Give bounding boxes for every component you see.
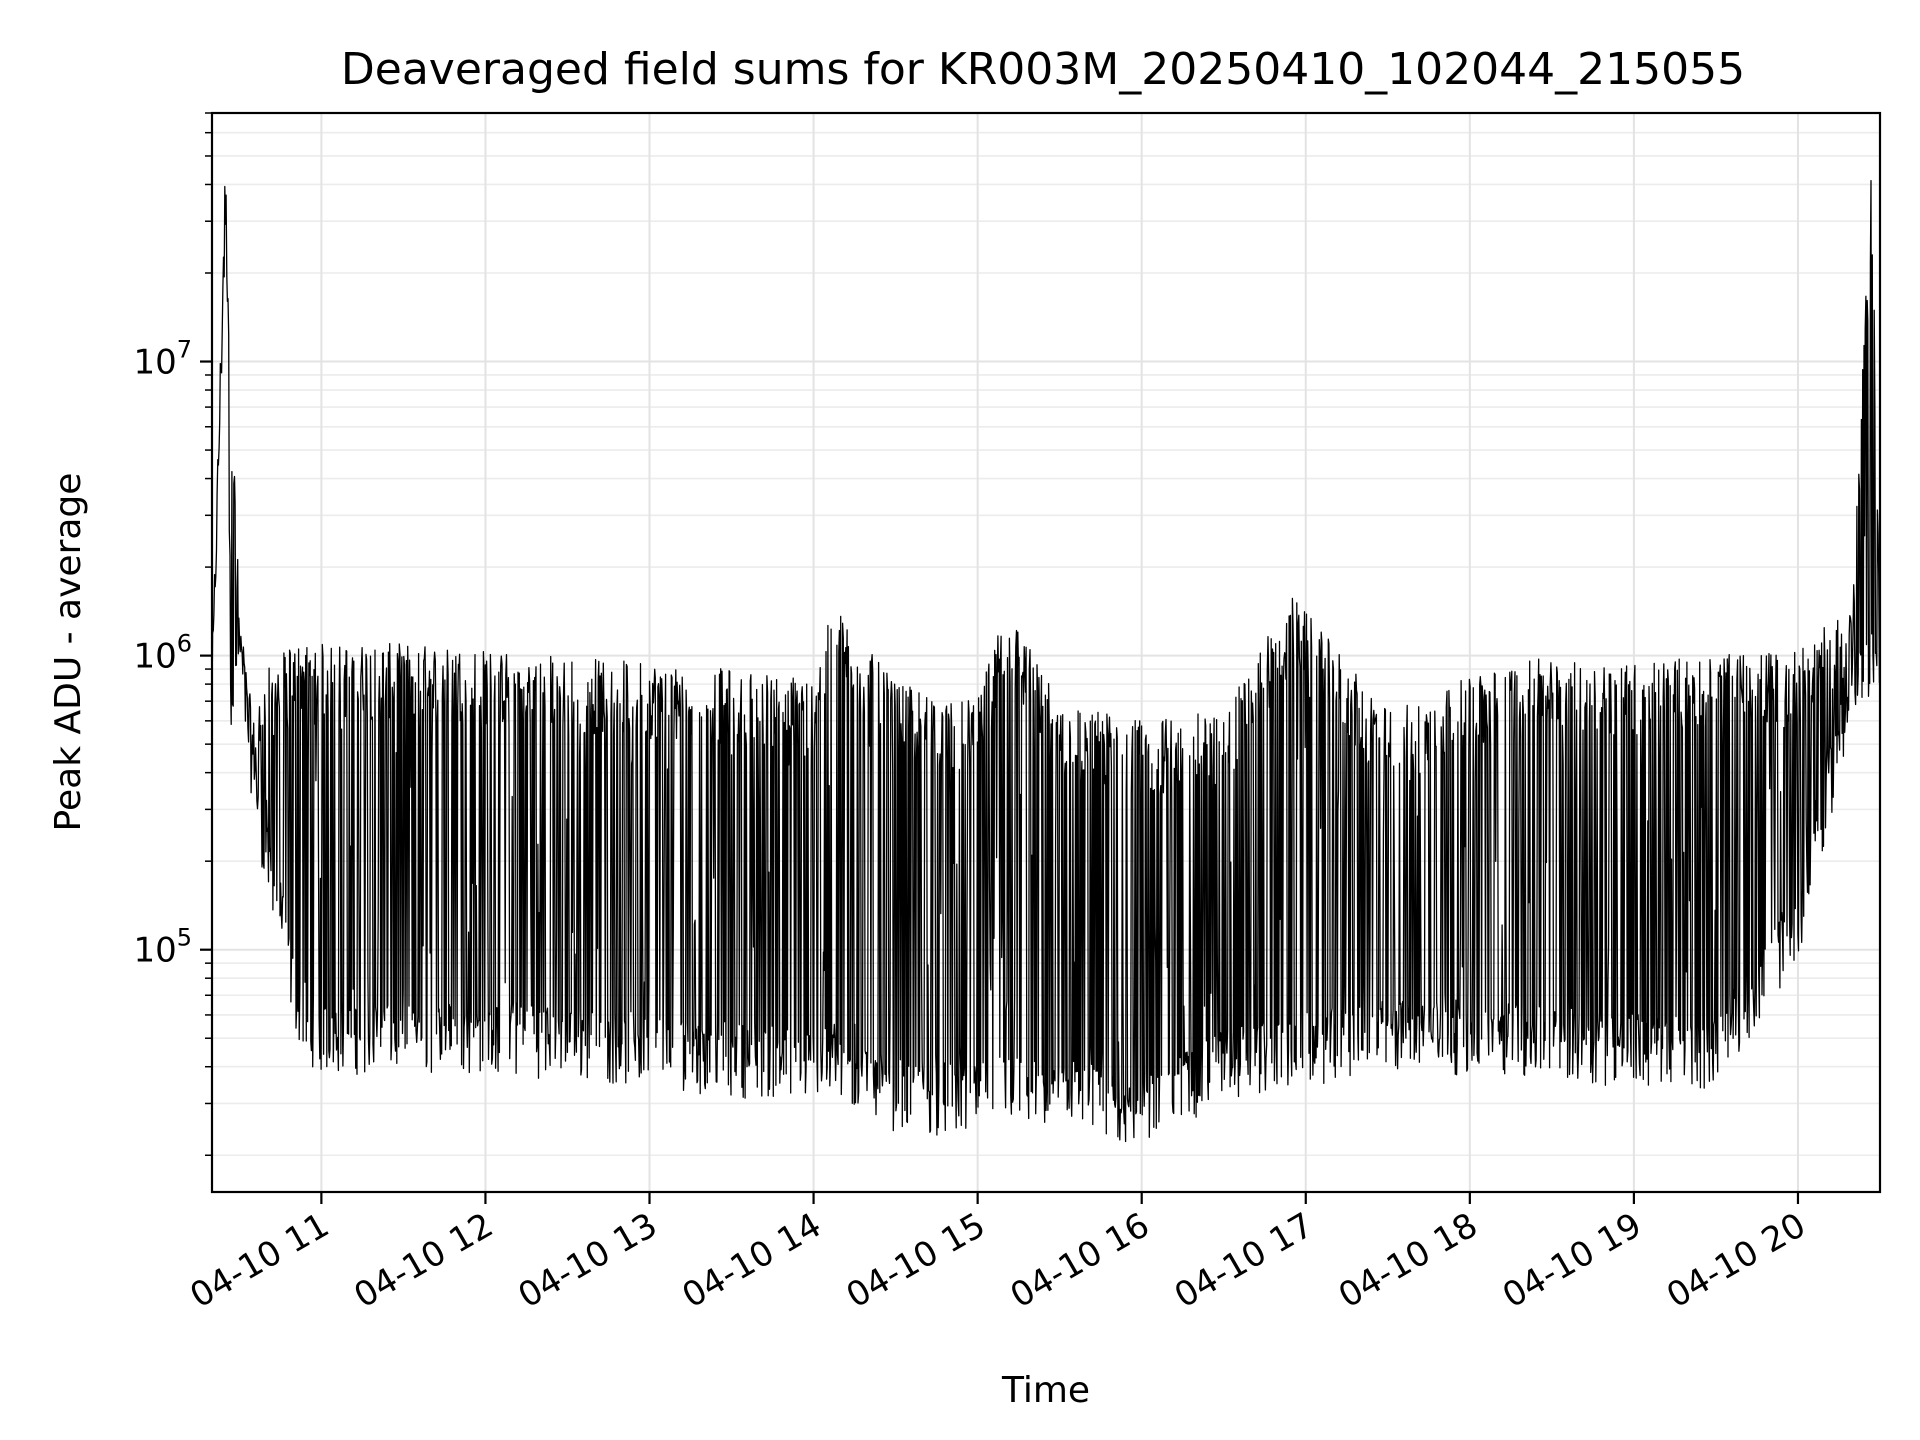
x-tick-label: 04-10 18 [1332, 1205, 1484, 1316]
y-axis-label: Peak ADU - average [48, 473, 89, 832]
data-series [211, 180, 1881, 1143]
y-tick-label: 105 [133, 924, 192, 971]
x-tick-label: 04-10 12 [348, 1205, 500, 1316]
x-tick-label: 04-10 11 [183, 1205, 335, 1316]
x-axis-label: Time [1001, 1370, 1090, 1411]
x-tick-label: 04-10 14 [676, 1205, 828, 1316]
x-tick-label: 04-10 16 [1004, 1205, 1156, 1316]
y-axis: 105 106 107 [133, 112, 212, 1157]
x-tick-label: 04-10 20 [1660, 1205, 1812, 1316]
y-tick-label: 106 [133, 630, 192, 677]
plot-frame [210, 111, 1882, 1194]
y-tick-label: 107 [133, 336, 192, 383]
x-tick-label: 04-10 19 [1496, 1205, 1648, 1316]
x-tick-label: 04-10 17 [1168, 1205, 1320, 1316]
series-line [211, 180, 1881, 1143]
x-axis: 04-10 11 04-10 12 04-10 13 04-10 14 04-10 15… [183, 1192, 1812, 1316]
chart-title: Deaveraged field sums for KR003M_2025041… [341, 44, 1745, 95]
x-tick-label: 04-10 13 [512, 1205, 664, 1316]
x-tick-label: 04-10 15 [840, 1205, 992, 1316]
